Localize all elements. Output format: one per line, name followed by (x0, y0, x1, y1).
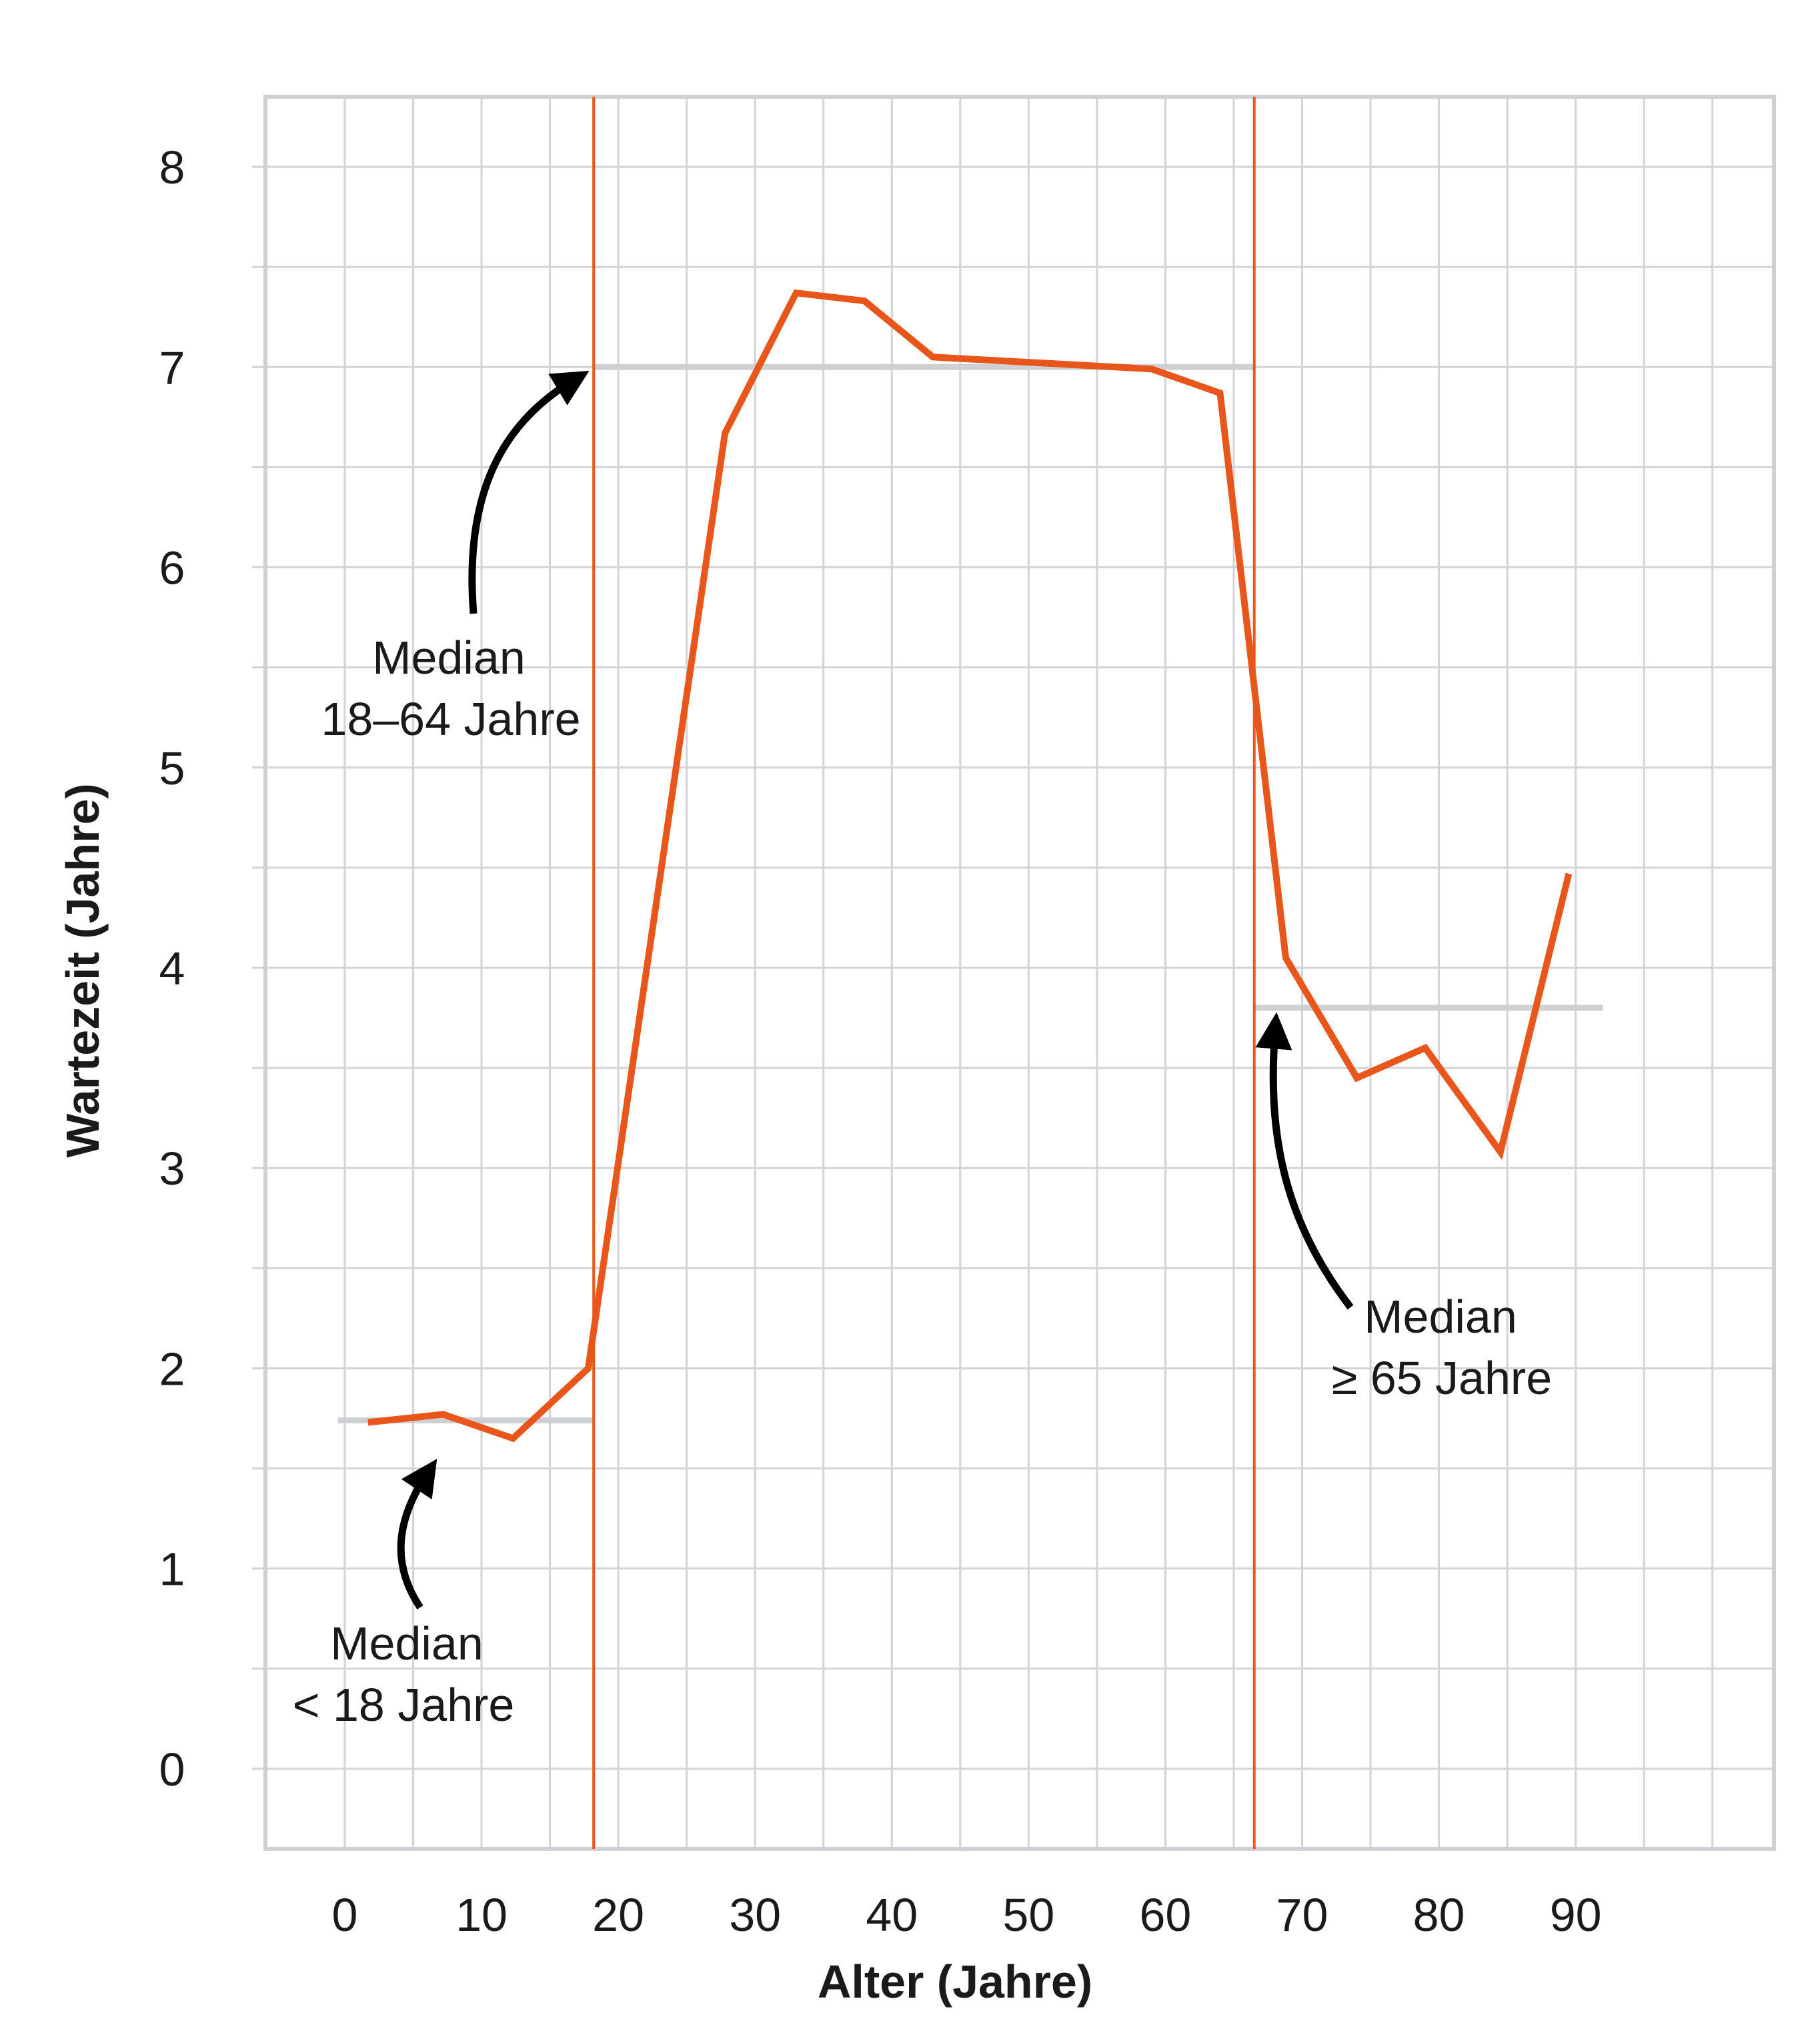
annotation-under-18: Median < 18 Jahre (293, 1459, 515, 1731)
median-lines (337, 364, 1603, 1424)
y-tick-label: 7 (159, 342, 185, 394)
reference-lines (592, 97, 1256, 1849)
arrow-65-plus (1255, 1012, 1354, 1310)
x-tick-label: 0 (331, 1889, 357, 1941)
grid (252, 97, 1774, 1849)
series-line (367, 289, 1573, 1443)
annotation-18-64: Median 18–64 Jahre (321, 370, 590, 745)
x-tick-label: 30 (729, 1889, 781, 1941)
tick-labels: 0 10 20 30 40 50 60 70 80 90 0 1 2 3 4 5 6 7 8 (159, 141, 1602, 1941)
x-tick-label: 80 (1413, 1889, 1465, 1941)
x-tick-label: 40 (866, 1889, 918, 1941)
y-tick-label: 2 (159, 1343, 185, 1395)
y-tick-label: 8 (159, 141, 185, 193)
x-tick-label: 90 (1550, 1889, 1602, 1941)
x-tick-label: 20 (592, 1889, 644, 1941)
plot-frame (263, 95, 1776, 1851)
y-tick-label: 6 (159, 542, 185, 594)
y-tick-label: 1 (159, 1543, 185, 1595)
annotation-18-64-line-2: 18–64 Jahre (321, 693, 580, 745)
x-axis-title: Alter (Jahre) (818, 1956, 1092, 2008)
arrow-under-18 (397, 1459, 437, 1610)
x-tick-label: 10 (456, 1889, 508, 1941)
annotation-under-18-line-2: < 18 Jahre (293, 1679, 515, 1731)
x-tick-label: 60 (1139, 1889, 1191, 1941)
y-tick-label: 3 (159, 1143, 185, 1195)
y-tick-label: 5 (159, 742, 185, 794)
y-tick-label: 4 (159, 942, 185, 994)
y-axis-title: Wartezeit (Jahre) (57, 783, 109, 1157)
annotation-18-64-line-1: Median (372, 632, 526, 684)
annotation-65-plus-line-1: Median (1364, 1291, 1517, 1343)
annotation-65-plus: Median ≥ 65 Jahre (1255, 1012, 1552, 1404)
x-tick-label: 50 (1002, 1889, 1054, 1941)
arrow-18-64 (468, 370, 590, 614)
annotation-65-plus-line-2: ≥ 65 Jahre (1332, 1352, 1552, 1404)
y-tick-label: 0 (159, 1744, 185, 1796)
annotation-under-18-line-1: Median (330, 1617, 484, 1669)
series (367, 289, 1573, 1443)
x-tick-label: 70 (1276, 1889, 1328, 1941)
